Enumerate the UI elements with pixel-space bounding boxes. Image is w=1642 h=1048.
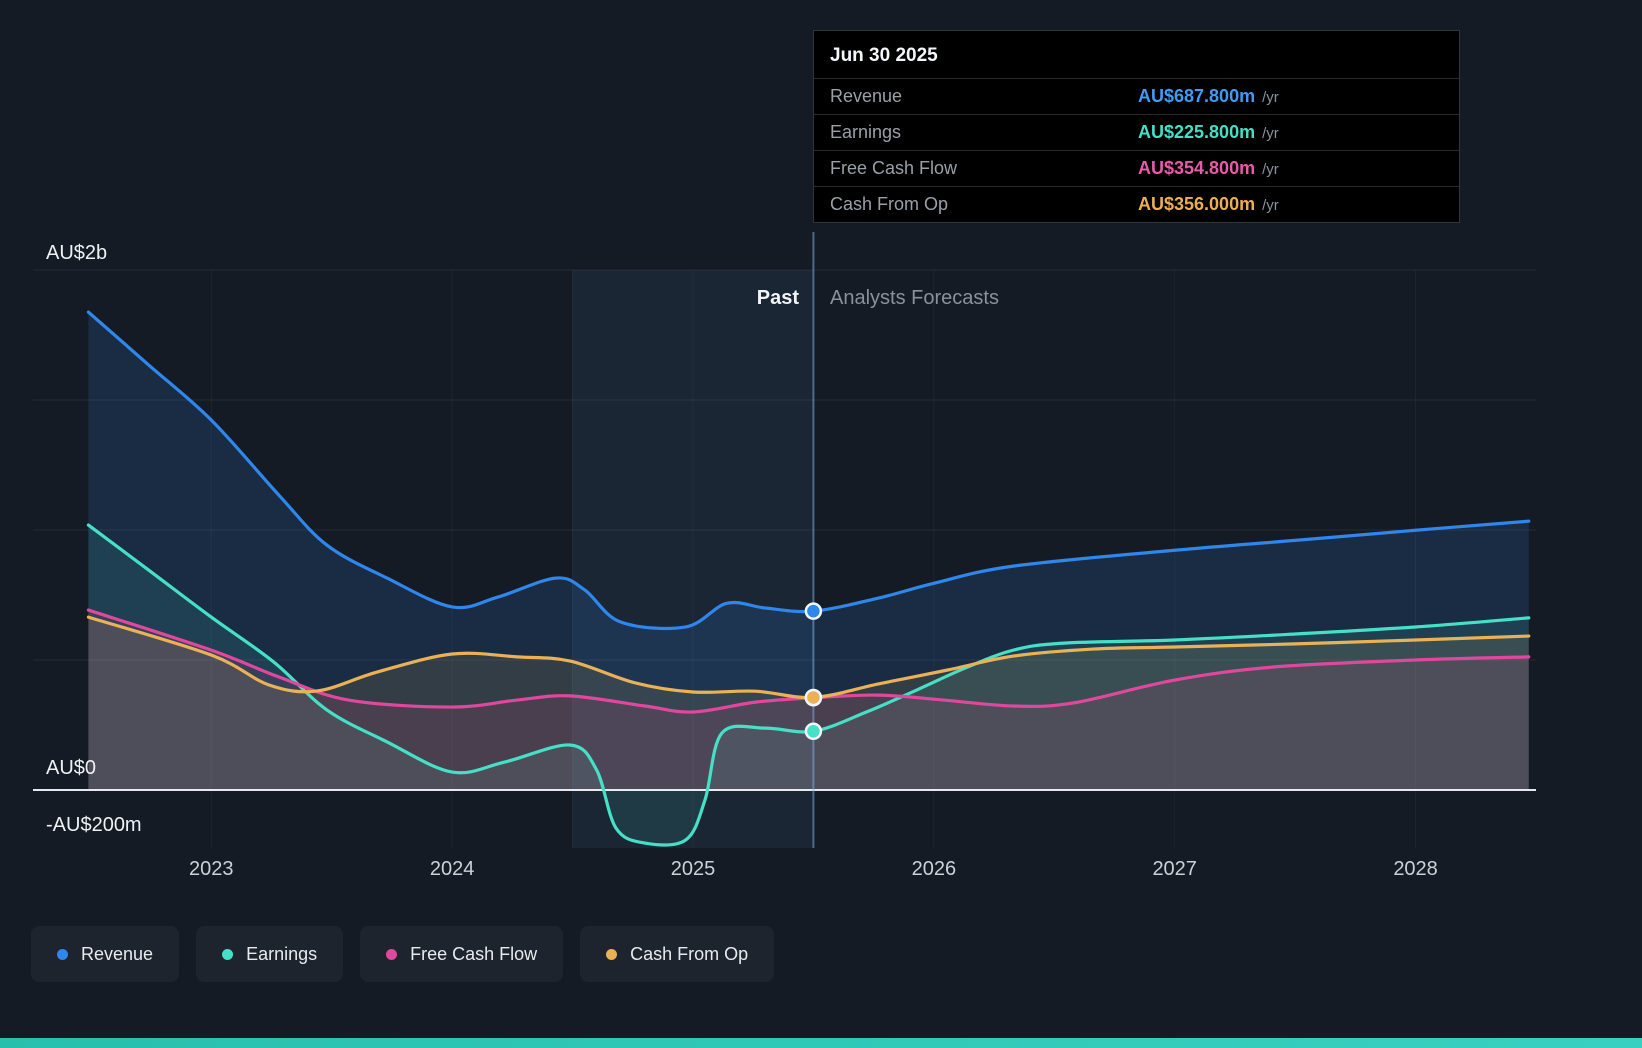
legend-label-cash-from-op: Cash From Op — [630, 943, 749, 964]
x-axis-label-2024: 2024 — [429, 858, 475, 880]
past-label: Past — [756, 287, 799, 309]
analysts-forecasts-label: Analysts Forecasts — [830, 287, 999, 309]
tooltip-unit: /yr — [1262, 161, 1279, 178]
legend-item-earnings[interactable]: Earnings — [196, 926, 344, 982]
tooltip-row-free-cash-flow: Free Cash Flow AU$354.800m/yr — [814, 150, 1459, 186]
legend-label-earnings: Earnings — [246, 943, 318, 964]
y-axis-label-2b: AU$2b — [46, 242, 108, 264]
legend: Revenue Earnings Free Cash Flow Cash Fro… — [31, 926, 775, 982]
legend-item-cash-from-op[interactable]: Cash From Op — [580, 926, 775, 982]
tooltip-label: Earnings — [830, 122, 902, 142]
tooltip-row-revenue: Revenue AU$687.800m/yr — [814, 78, 1459, 114]
tooltip-label: Free Cash Flow — [830, 158, 958, 178]
legend-item-revenue[interactable]: Revenue — [31, 926, 180, 982]
x-axis-label-2026: 2026 — [911, 858, 957, 880]
tooltip-unit: /yr — [1262, 89, 1279, 106]
free-cash-flow-dot-icon — [386, 948, 398, 960]
cash-from-op-dot-icon — [606, 948, 618, 960]
revenue-dot-icon — [57, 948, 68, 960]
bottom-accent-bar — [0, 1038, 1642, 1048]
tooltip-date: Jun 30 2025 — [830, 45, 938, 66]
tooltip-label: Cash From Op — [830, 194, 949, 214]
y-axis-label-zero: AU$0 — [46, 757, 97, 779]
tooltip-value-cash-from-op: AU$356.000m — [1138, 194, 1256, 214]
x-axis-label-2027: 2027 — [1152, 858, 1197, 880]
tooltip-row-cash-from-op: Cash From Op AU$356.000m/yr — [814, 186, 1459, 222]
legend-item-free-cash-flow[interactable]: Free Cash Flow — [360, 926, 564, 982]
tooltip-value-free-cash-flow: AU$354.800m — [1138, 158, 1256, 178]
tooltip-row-earnings: Earnings AU$225.800m/yr — [814, 114, 1459, 150]
legend-label-revenue: Revenue — [81, 943, 154, 964]
tooltip-value-earnings: AU$225.800m — [1138, 122, 1256, 142]
tooltip-unit: /yr — [1262, 197, 1279, 214]
tooltip-label: Revenue — [830, 86, 903, 106]
x-axis-label-2025: 2025 — [670, 858, 716, 880]
tooltip-value-revenue: AU$687.800m — [1138, 86, 1256, 106]
legend-label-free-cash-flow: Free Cash Flow — [410, 943, 538, 964]
x-axis-label-2023: 2023 — [188, 858, 234, 880]
tooltip-unit: /yr — [1262, 125, 1279, 142]
y-axis-label-neg200m: -AU$200m — [46, 814, 142, 836]
earnings-dot-icon — [222, 948, 234, 960]
data-tooltip: Jun 30 2025 Revenue AU$687.800m/yr Earni… — [813, 30, 1460, 223]
x-axis-label-2028: 2028 — [1393, 858, 1438, 880]
